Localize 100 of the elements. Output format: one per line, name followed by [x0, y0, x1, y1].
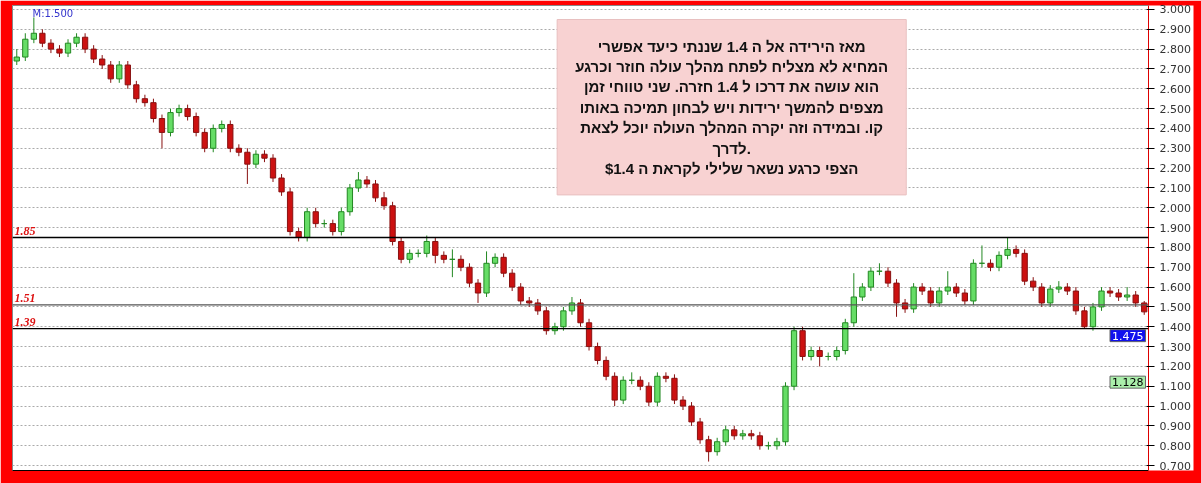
ref-line-label: 1.51 [14, 290, 36, 305]
candlestick [141, 94, 149, 108]
candlestick [927, 286, 934, 308]
candlestick [133, 80, 140, 104]
y-tick-label: 1.800 [1159, 241, 1191, 255]
candlestick [397, 237, 405, 264]
candlestick [500, 252, 507, 278]
candlestick [1038, 282, 1045, 308]
candlestick [560, 306, 567, 332]
candlestick [466, 262, 473, 288]
candlestick [124, 60, 131, 90]
candlestick [910, 282, 917, 314]
y-tick-label: 1.100 [1159, 380, 1191, 394]
candlestick [81, 32, 89, 54]
y-tick-label: 2.800 [1159, 43, 1191, 57]
candlestick [244, 147, 251, 185]
candlestick [585, 318, 593, 352]
candlestick [995, 250, 1003, 272]
y-tick-label: 0.900 [1159, 419, 1191, 433]
candlestick [158, 114, 166, 149]
y-tick-label: 1.200 [1159, 360, 1191, 374]
candlestick [611, 371, 618, 407]
candlestick [944, 270, 951, 296]
candlestick [269, 153, 277, 183]
y-tick-label: 1.700 [1159, 261, 1191, 275]
candlestick [150, 98, 157, 123]
candlestick [1124, 286, 1131, 302]
y-tick-label: 0.700 [1159, 459, 1191, 473]
annotation: 1.128 [1112, 376, 1144, 390]
y-tick-label: 2.100 [1159, 181, 1191, 195]
candlestick [594, 342, 601, 365]
ref-line-label: 1.85 [14, 223, 36, 238]
y-tick-label: 1.900 [1159, 221, 1191, 235]
candlestick [816, 346, 823, 367]
y-tick-label: 2.900 [1159, 23, 1191, 37]
y-tick-label: 2.700 [1159, 62, 1191, 76]
candlestick [210, 123, 217, 153]
candlestick [577, 298, 584, 328]
candlestick [1106, 286, 1114, 298]
candlestick [645, 381, 652, 407]
candlestick [722, 425, 729, 447]
candlestick [773, 437, 781, 451]
candlestick [22, 32, 29, 62]
y-tick-label: 1.300 [1159, 340, 1191, 354]
y-tick-label: 2.300 [1159, 142, 1191, 156]
candlestick [1012, 244, 1020, 258]
candlestick [884, 266, 892, 288]
candlestick [107, 60, 114, 84]
candlestick [671, 373, 678, 405]
candlestick [705, 435, 712, 463]
candlestick [175, 104, 183, 118]
candlestick [30, 16, 37, 44]
candlestick [192, 112, 200, 137]
y-tick-label: 2.400 [1159, 122, 1191, 136]
candlestick [338, 207, 345, 237]
candlestick [662, 371, 670, 383]
y-tick-label: 0.800 [1159, 439, 1191, 453]
candlestick [1047, 284, 1054, 308]
candlestick [363, 175, 371, 189]
candlestick [312, 207, 319, 229]
y-tick-label: 2.200 [1159, 162, 1191, 176]
candlestick [423, 235, 430, 258]
candlestick [1089, 302, 1097, 332]
annotation: 1.475 [1112, 329, 1144, 343]
candlestick [893, 278, 900, 318]
candlestick [474, 278, 482, 304]
candlestick [47, 38, 55, 54]
candlestick [688, 401, 695, 427]
candlestick [167, 108, 174, 137]
y-tick-label: 1.500 [1159, 300, 1191, 314]
candlestick [227, 120, 234, 153]
annotation: מאז הירידה אל ה 1.4 שננתי כיעד אפשרי המחיא לא מצליח לפתח מהלך עולה חוזר וכרגע הוא עושה את דרכו ל 1.4 חזרה. שני טווחי זמן מצפים להמשך ירידות ויש לבחון תמיכה באותו קו. ובמידה וזה יקרה המהלך העולה יוכל לצאת לדרך. הצפי כרגע נשאר שלילי לקראת ה $1.4 [575, 37, 889, 177]
annotation: M:1.500 [32, 7, 74, 19]
candlestick [278, 173, 285, 197]
candlestick [372, 179, 379, 203]
y-tick-label: 2.500 [1159, 102, 1191, 116]
candlestick [432, 237, 439, 264]
y-tick-label: 3.000 [1159, 3, 1191, 17]
candlestick [380, 191, 388, 211]
candlestick [867, 266, 875, 292]
candlestick [1081, 306, 1088, 330]
candlestick [620, 375, 627, 405]
y-tick-label: 2.000 [1159, 201, 1191, 215]
y-tick-label: 2.600 [1159, 82, 1191, 96]
y-tick-label: 1.600 [1159, 281, 1191, 295]
candlestick [355, 171, 362, 193]
candlestick [543, 306, 550, 336]
candlestick [201, 127, 208, 153]
candlestick [509, 268, 516, 292]
candlestick [116, 60, 123, 84]
candlestick [696, 417, 704, 445]
candlestick [1004, 237, 1011, 260]
candlestick [602, 355, 610, 381]
y-tick-label: 1.000 [1159, 400, 1191, 414]
candlestick [936, 286, 943, 308]
candlestick [517, 282, 524, 306]
candlestick [491, 252, 499, 268]
candlestick [1072, 286, 1080, 316]
y-tick-label: 1.400 [1159, 320, 1191, 334]
ref-line-label: 1.39 [14, 314, 36, 329]
